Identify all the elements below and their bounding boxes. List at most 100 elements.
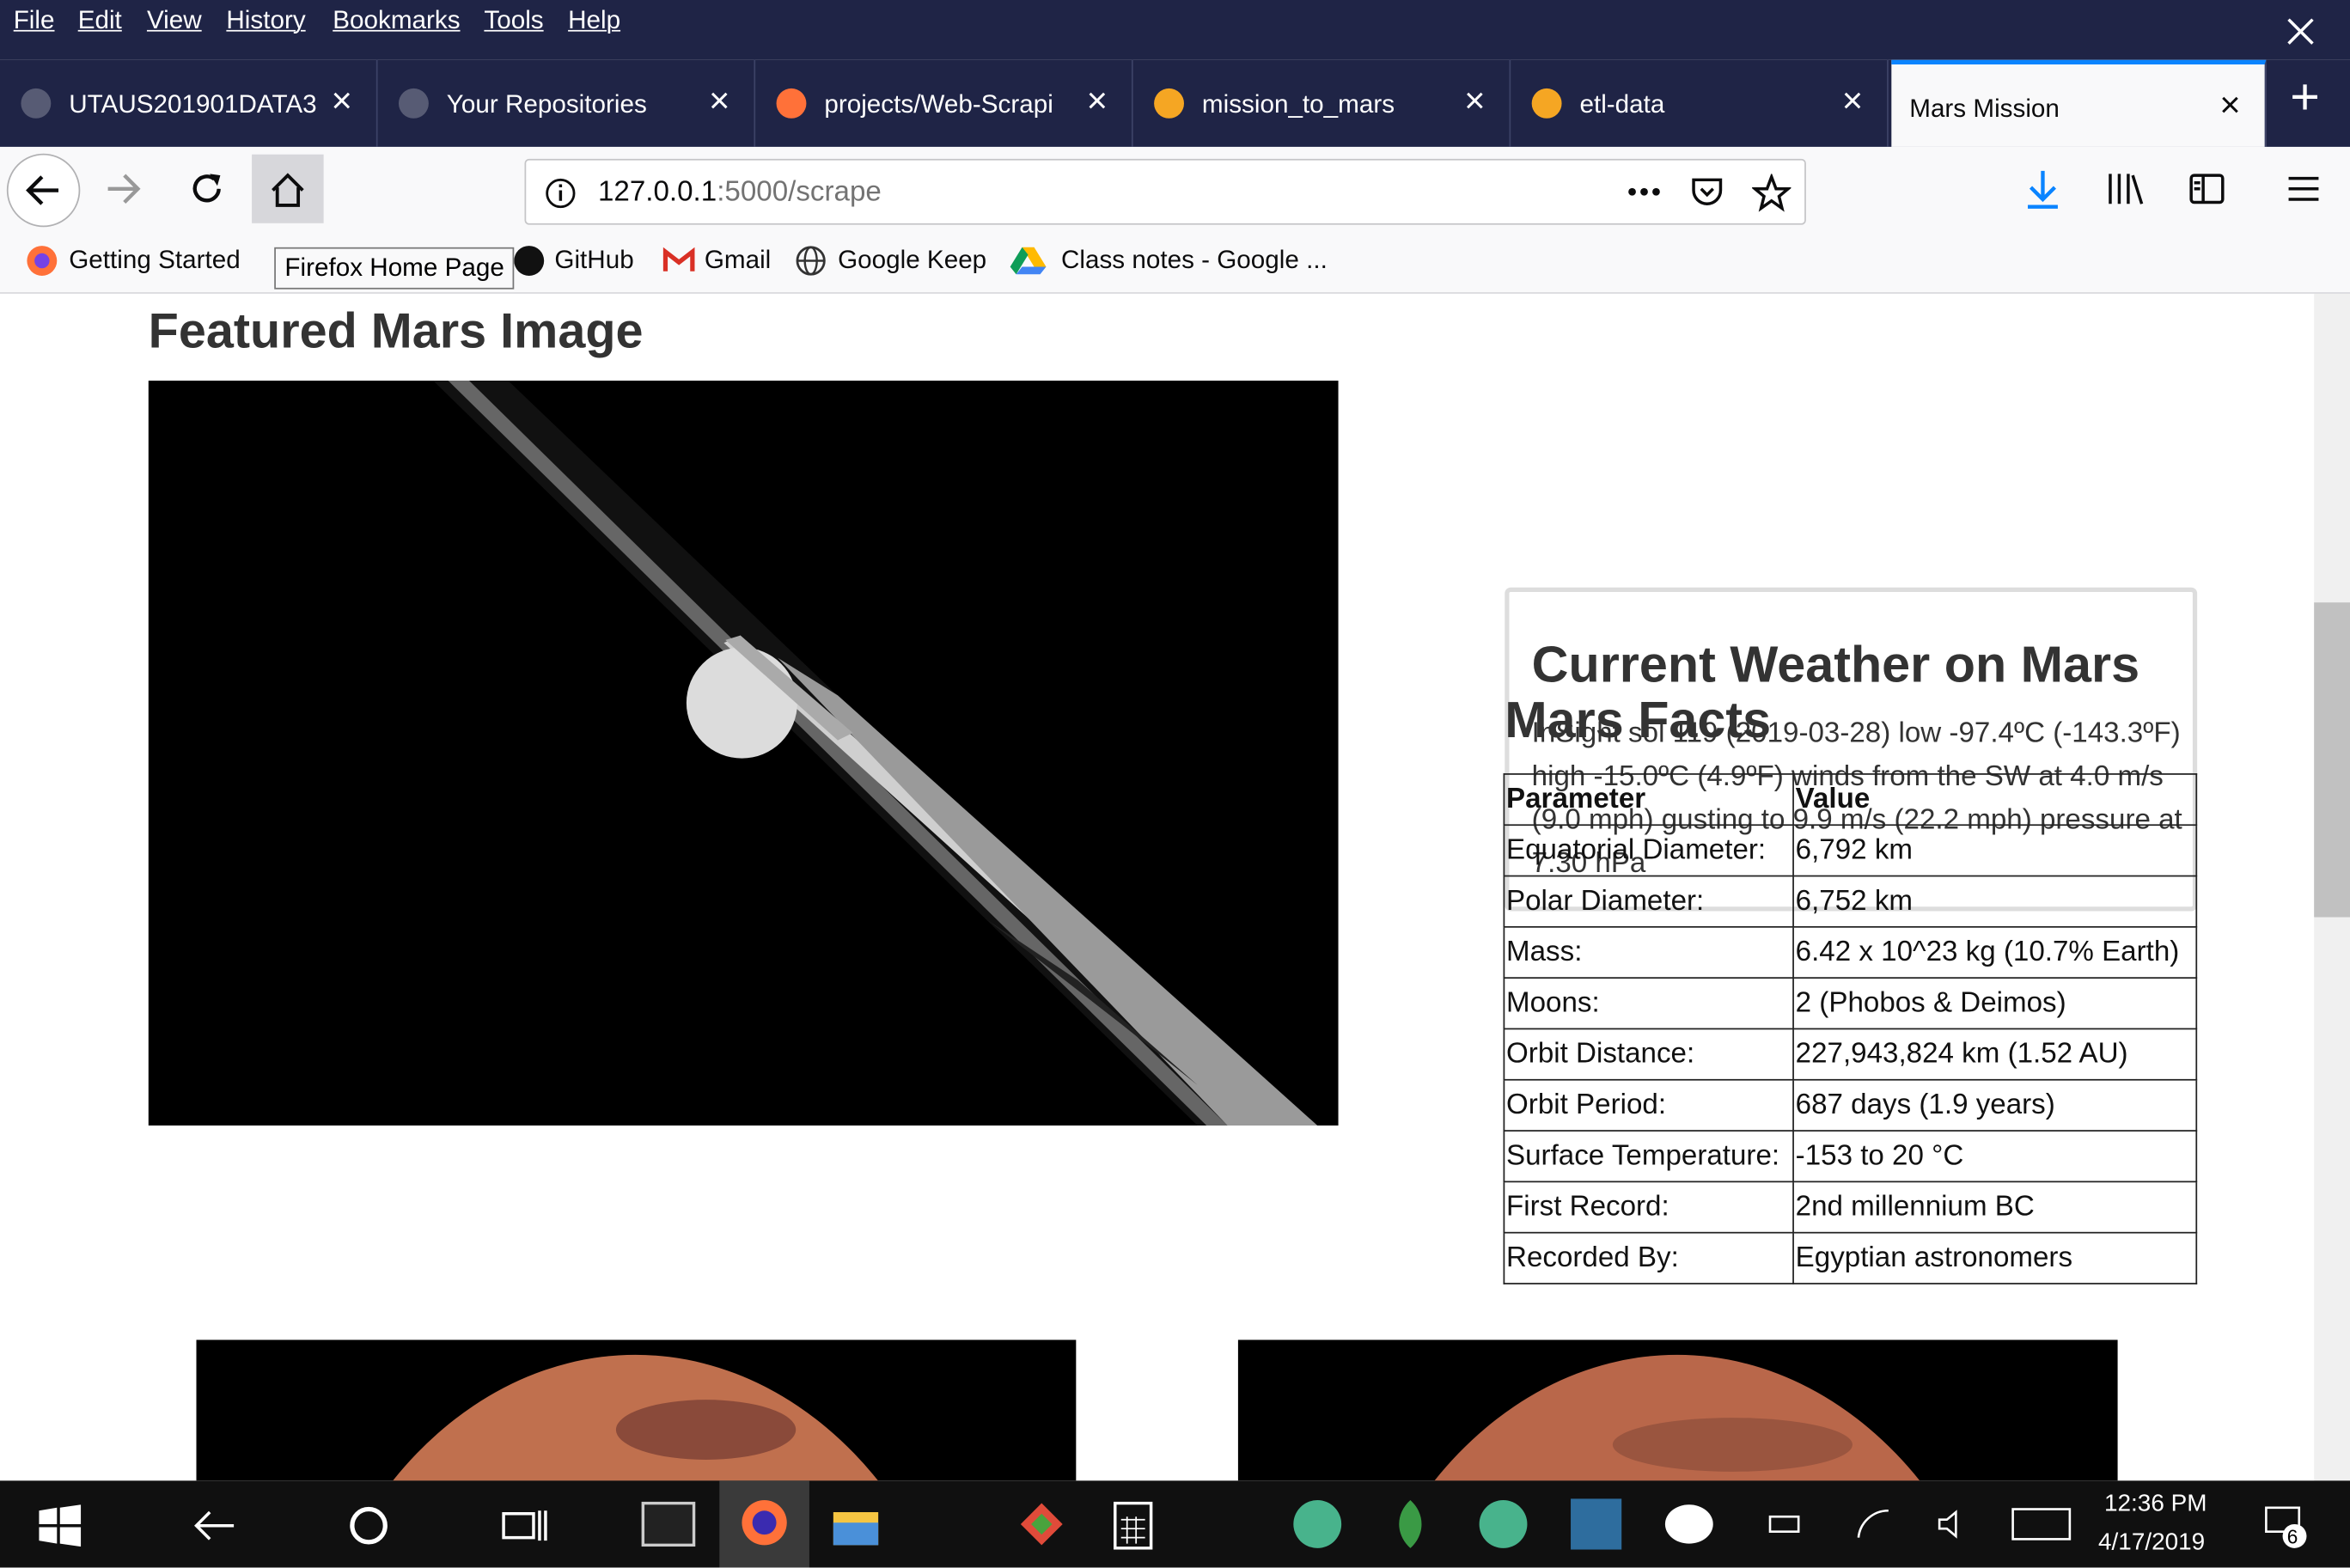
tab-close[interactable]: ×	[1086, 81, 1108, 122]
forward-button[interactable]	[105, 171, 143, 207]
notification-icon[interactable]	[2263, 1504, 2308, 1549]
scrollbar[interactable]	[2314, 293, 2350, 1481]
bookmark[interactable]: Getting Started	[69, 246, 241, 275]
table-row: Mass: 6.42 x 10^23 kg (10.7% Earth)	[1503, 925, 2198, 979]
tab-title: mission_to_mars	[1201, 89, 1395, 119]
app-icon[interactable]	[1663, 1502, 1714, 1547]
table-cell: Orbit Period:	[1503, 1078, 1794, 1132]
tab-title: Mars Mission	[1909, 94, 2060, 124]
close-window[interactable]	[2284, 15, 2316, 47]
tab[interactable]: UTAUS201901DATA3 ×	[3, 59, 378, 147]
back-task[interactable]	[192, 1508, 236, 1544]
table-cell: 687 days (1.9 years)	[1792, 1078, 2198, 1132]
bookmark[interactable]: GitHub	[554, 246, 634, 275]
git-icon[interactable]	[1019, 1502, 1064, 1547]
tab-bar: UTAUS201901DATA3 × Your Repositories × proje…	[0, 59, 2350, 147]
cortana[interactable]	[348, 1504, 390, 1547]
tab-icon	[21, 88, 52, 119]
app-icon[interactable]	[1388, 1498, 1432, 1549]
app-icon[interactable]	[641, 1501, 696, 1547]
tab[interactable]: Mars Mission ×	[1891, 59, 2267, 147]
wifi-icon[interactable]	[1855, 1508, 1891, 1541]
menu-item[interactable]: Help	[568, 5, 621, 35]
firefox-task	[742, 1500, 787, 1546]
tab[interactable]: mission_to_mars ×	[1136, 59, 1511, 147]
tab-close[interactable]: ×	[709, 81, 730, 122]
bookmark[interactable]: Class notes - Google ...	[1060, 246, 1328, 275]
keyboard-icon[interactable]	[2011, 1508, 2072, 1544]
calculator-icon[interactable]	[1112, 1501, 1154, 1550]
url-host: 127.0.0.1	[597, 176, 717, 209]
battery-icon[interactable]	[1768, 1514, 1804, 1534]
drive-icon	[1010, 247, 1047, 275]
tab[interactable]: etl-data ×	[1514, 59, 1889, 147]
globe-icon	[796, 246, 826, 276]
explorer-icon[interactable]	[832, 1504, 880, 1547]
pocket-button[interactable]	[1689, 175, 1725, 208]
back-button[interactable]	[3, 149, 83, 230]
menu-item[interactable]: File	[13, 5, 55, 35]
menu-item[interactable]: Bookmarks	[333, 5, 461, 35]
table-row: Surface Temperature: -153 to 20 °C	[1503, 1130, 2198, 1183]
mysql-icon[interactable]	[1571, 1498, 1622, 1550]
table-header-row: Parameter Value	[1503, 773, 2198, 827]
facts-heading: Mars Facts	[1505, 692, 1772, 750]
notification-count: 6	[2286, 1525, 2298, 1548]
tab-icon	[776, 88, 807, 119]
reload-button[interactable]	[189, 171, 228, 207]
table-cell: 6,752 km	[1792, 875, 2198, 928]
table-row: Recorded By: Egyptian astronomers	[1503, 1231, 2198, 1284]
site-info-icon[interactable]	[544, 177, 577, 210]
tab-title: Your Repositories	[446, 89, 647, 119]
volume-icon[interactable]	[1937, 1508, 1975, 1541]
menu-item[interactable]: History	[226, 5, 306, 35]
url-path: :5000/scrape	[717, 176, 882, 209]
active-app[interactable]	[719, 1480, 809, 1568]
tab-close[interactable]: ×	[1841, 81, 1864, 122]
tab-close[interactable]: ×	[331, 81, 352, 122]
library-button[interactable]	[2106, 171, 2145, 207]
clock-time[interactable]: 12:36 PM	[2103, 1491, 2207, 1517]
table-header-cell: Value	[1792, 773, 2198, 827]
table-row: Moons: 2 (Phobos & Deimos)	[1503, 977, 2198, 1030]
atom-icon[interactable]	[1478, 1498, 1529, 1549]
table-cell: Orbit Distance:	[1503, 1028, 1794, 1081]
start-button[interactable]	[39, 1504, 82, 1547]
home-button[interactable]	[252, 154, 324, 223]
atom-icon[interactable]	[1292, 1498, 1343, 1549]
bookmark-star[interactable]	[1752, 174, 1791, 212]
downloads-button[interactable]	[2023, 168, 2062, 210]
table-cell: -153 to 20 °C	[1792, 1130, 2198, 1183]
bookmark[interactable]: Gmail	[704, 246, 772, 275]
tab-icon	[1531, 88, 1562, 119]
clock-date[interactable]: 4/17/2019	[2098, 1529, 2206, 1556]
gmail-icon	[662, 247, 695, 272]
hemisphere-image	[1237, 1339, 2118, 1481]
menu-item[interactable]: Tools	[484, 5, 544, 35]
bookmark[interactable]: Google Keep	[838, 246, 987, 275]
table-row: Orbit Period: 687 days (1.9 years)	[1503, 1078, 2198, 1132]
tab-icon	[1154, 88, 1184, 119]
table-cell: Mass:	[1503, 925, 1794, 979]
task-view[interactable]	[501, 1504, 549, 1547]
tab-close[interactable]: ×	[1464, 81, 1486, 122]
menu-button[interactable]	[2286, 174, 2322, 204]
weather-heading: Current Weather on Mars	[1531, 637, 2140, 694]
tab[interactable]: Your Repositories ×	[381, 59, 756, 147]
table-cell: Equatorial Diameter:	[1503, 824, 1794, 877]
firefox-icon	[27, 246, 58, 276]
menu-item[interactable]: View	[146, 5, 202, 35]
new-tab[interactable]: +	[2290, 69, 2320, 126]
tab-close[interactable]: ×	[2219, 85, 2241, 126]
tab[interactable]: projects/Web-Scrapi ×	[759, 59, 1133, 147]
menu-item[interactable]: Edit	[77, 5, 122, 35]
url-bar[interactable]: 127.0.0.1:5000/scrape	[524, 158, 1806, 225]
table-cell: Egyptian astronomers	[1792, 1231, 2198, 1284]
tab-icon	[398, 88, 429, 119]
scroll-thumb[interactable]	[2314, 602, 2350, 918]
github-icon	[514, 246, 545, 276]
tab-title: etl-data	[1579, 89, 1665, 119]
sidebar-button[interactable]	[2188, 173, 2227, 205]
page-actions[interactable]	[1627, 186, 1665, 198]
